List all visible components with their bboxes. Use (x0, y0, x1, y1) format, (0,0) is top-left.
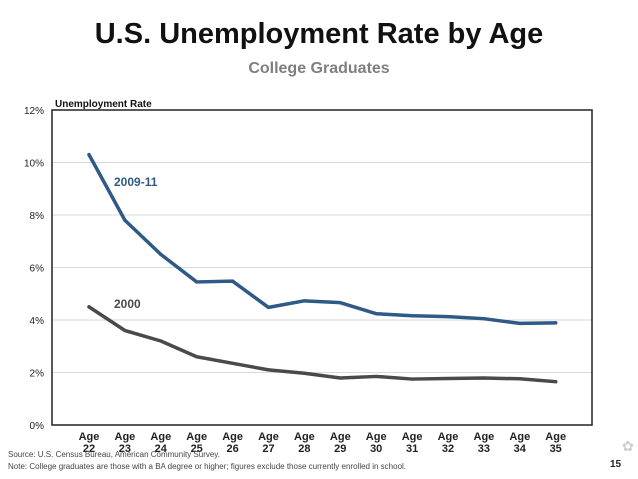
data-point (554, 380, 558, 384)
x-tick-label: Age 22 (79, 431, 100, 455)
data-point (374, 312, 378, 316)
series-line-2000 (87, 305, 558, 384)
data-point (338, 376, 342, 380)
y-tick-label: 6% (30, 264, 45, 275)
data-point (266, 368, 271, 372)
data-point (302, 371, 306, 375)
data-point (482, 376, 486, 380)
data-point (87, 153, 91, 157)
data-point (446, 314, 450, 319)
series-line-2009-11 (87, 152, 558, 326)
y-tick-label: 12% (24, 106, 44, 117)
data-point (195, 280, 199, 284)
x-tick-label: Age 35 (545, 431, 566, 455)
data-point (482, 317, 486, 321)
page-number: 15 (610, 459, 622, 470)
y-axis-label: Unemployment Rate (55, 99, 152, 110)
data-point (374, 374, 378, 379)
plot-frame (51, 109, 593, 426)
y-tick-label: 8% (30, 211, 45, 222)
data-point (231, 361, 235, 365)
x-tick-label: Age 26 (222, 431, 243, 455)
chart-title: U.S. Unemployment Rate by Age (94, 18, 544, 50)
y-tick-label: 2% (30, 369, 45, 380)
data-point (87, 305, 91, 309)
data-point (410, 377, 414, 381)
data-point (123, 328, 127, 333)
series-label: 2000 (114, 297, 141, 311)
data-point (266, 305, 271, 309)
data-point (554, 321, 558, 325)
chart-subtitle: College Graduates (248, 60, 390, 77)
x-tick-label: Age 25 (186, 431, 207, 455)
data-point (410, 314, 414, 318)
data-point (302, 299, 306, 303)
data-point (159, 252, 163, 256)
data-point (231, 279, 235, 283)
x-tick-label: Age 27 (258, 431, 279, 455)
decorative-logo-icon: ✿ (622, 438, 634, 454)
x-tick-label: Age 34 (509, 431, 530, 455)
footnote: Note: College graduates are those with a… (8, 462, 407, 471)
x-tick-label: Age 29 (330, 431, 351, 455)
x-tick-label: Age 31 (402, 431, 423, 455)
series-label: 2009-11 (114, 175, 158, 189)
x-tick-label: Age 23 (115, 431, 136, 455)
data-point (123, 218, 127, 222)
x-tick-label: Age 30 (366, 431, 387, 455)
data-point (446, 376, 450, 381)
data-point (195, 355, 199, 359)
y-tick-label: 10% (24, 159, 44, 170)
x-tick-label: Age 24 (150, 431, 171, 455)
data-point (518, 377, 522, 381)
y-tick-label: 4% (30, 316, 45, 327)
y-tick-label: 0% (30, 421, 45, 432)
data-point (159, 339, 163, 343)
data-point (338, 301, 342, 305)
source-note: Source: U.S. Census Bureau, American Com… (8, 450, 220, 459)
x-tick-label: Age 32 (438, 431, 459, 455)
x-tick-label: Age 28 (294, 431, 315, 455)
data-point (518, 321, 522, 326)
x-tick-label: Age 33 (474, 431, 495, 455)
